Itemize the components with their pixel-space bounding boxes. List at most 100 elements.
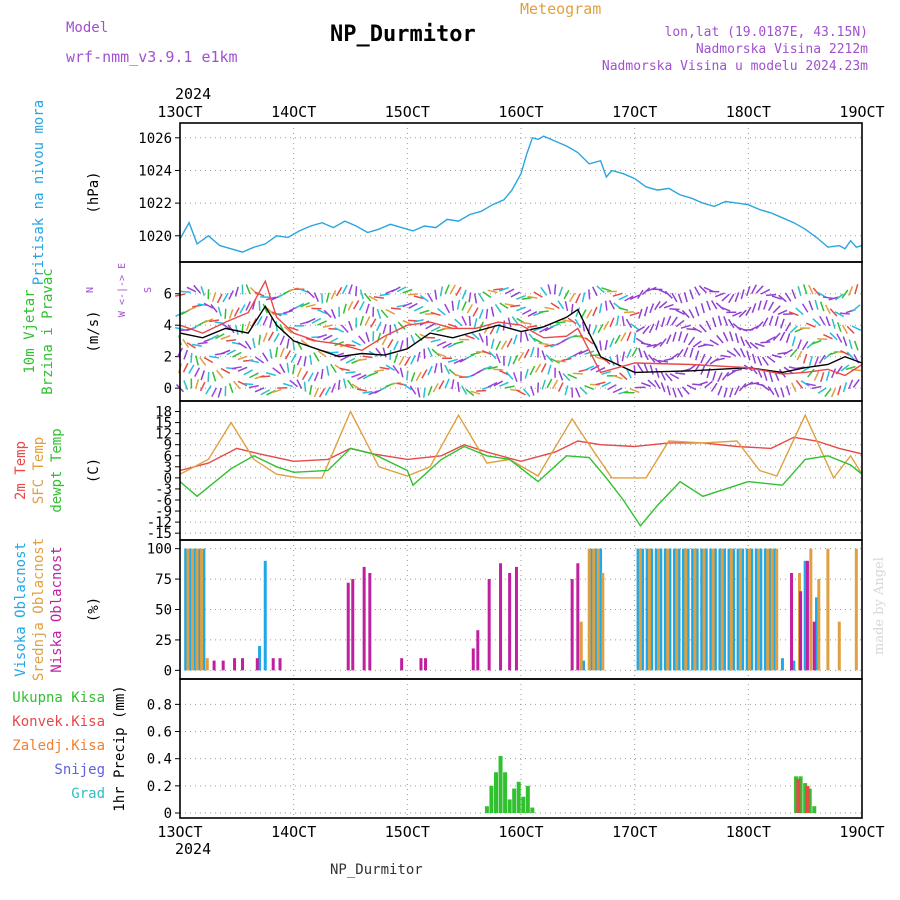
wind-arrow bbox=[675, 319, 685, 328]
wind-arrow bbox=[757, 356, 763, 366]
wind-arrow bbox=[669, 352, 679, 360]
bar-cloud_low bbox=[241, 658, 245, 671]
wind-arrow bbox=[584, 365, 595, 371]
bar-cloud_low bbox=[221, 660, 225, 671]
wind-arrow bbox=[324, 386, 331, 396]
bar-cloud_low bbox=[362, 566, 366, 671]
wind-arrow bbox=[471, 332, 480, 341]
wind-arrow bbox=[726, 350, 736, 357]
bar-cloud_mid bbox=[757, 548, 761, 671]
bar-cloud_mid bbox=[579, 621, 583, 671]
wind-arrow bbox=[296, 367, 303, 378]
bar-cloud_mid bbox=[684, 548, 688, 671]
wind-arrow bbox=[558, 286, 564, 297]
wind-arrow bbox=[473, 318, 478, 329]
wind-arrow bbox=[464, 334, 475, 340]
wind-arrow bbox=[516, 389, 526, 396]
bar-cloud_high bbox=[792, 660, 796, 671]
wind-arrow bbox=[592, 286, 598, 297]
x-tick-label-top: 18OCT bbox=[726, 103, 771, 121]
y-tick-label: 0 bbox=[164, 471, 172, 487]
bar-cloud_mid bbox=[747, 548, 751, 671]
wind-arrow bbox=[468, 292, 472, 303]
wind-arrow bbox=[567, 317, 577, 325]
wind-arrow bbox=[519, 331, 523, 342]
legend-label: Pritisak na nivou mora bbox=[31, 100, 47, 285]
wind-arrow bbox=[626, 331, 632, 342]
y-tick-label: 15 bbox=[155, 416, 172, 432]
wind-arrow bbox=[379, 293, 390, 297]
wind-arrow bbox=[228, 309, 234, 319]
wind-arrow bbox=[780, 318, 785, 329]
wind-arrow bbox=[283, 326, 293, 334]
wind-arrow bbox=[834, 293, 844, 301]
legend-label: 10m Vjetar bbox=[22, 289, 38, 373]
wind-arrow bbox=[750, 365, 758, 375]
wind-arrow bbox=[433, 363, 438, 374]
wind-arrow bbox=[641, 287, 651, 296]
wind-arrow bbox=[351, 339, 361, 346]
bar-cloud_mid bbox=[200, 548, 204, 671]
wind-arrow bbox=[823, 333, 833, 340]
wind-arrow bbox=[807, 284, 814, 295]
y-tick-label: 6 bbox=[164, 287, 172, 303]
wind-arrow bbox=[258, 300, 261, 311]
wind-arrow bbox=[200, 370, 206, 381]
wind-arrow bbox=[795, 307, 804, 316]
wind-arrow bbox=[710, 382, 718, 392]
wind-arrow bbox=[812, 318, 821, 327]
legend-label: Zaledj.Kisa bbox=[12, 738, 105, 754]
wind-arrow bbox=[318, 388, 326, 398]
wind-arrow bbox=[658, 359, 669, 363]
wind-arrow bbox=[846, 325, 855, 334]
bar-cloud_high bbox=[202, 548, 206, 671]
wind-arrow bbox=[224, 308, 227, 319]
wind-arrow bbox=[273, 332, 280, 343]
wind-arrow bbox=[800, 366, 810, 374]
wind-arrow bbox=[564, 385, 569, 396]
wind-arrow bbox=[761, 356, 769, 366]
wind-arrow bbox=[193, 284, 201, 294]
wind-arrow bbox=[478, 332, 484, 343]
wind-arrow bbox=[624, 295, 634, 302]
wind-arrow bbox=[292, 364, 296, 375]
wind-arrow bbox=[485, 308, 489, 319]
bar-cloud_low bbox=[487, 579, 491, 671]
wind-arrow bbox=[499, 369, 509, 376]
wind-arrow bbox=[359, 315, 365, 326]
wind-arrow bbox=[654, 379, 661, 390]
wind-arrow bbox=[544, 306, 555, 311]
bar-cloud_low bbox=[471, 648, 475, 671]
wind-arrow bbox=[305, 317, 316, 324]
bar-cloud_high bbox=[713, 548, 717, 671]
wind-arrow bbox=[456, 299, 461, 310]
wind-arrow bbox=[487, 381, 498, 388]
y-tick-label: 12 bbox=[155, 427, 172, 443]
wind-arrow bbox=[740, 289, 745, 300]
wind-arrow bbox=[784, 292, 792, 302]
wind-arrow bbox=[533, 291, 543, 298]
wind-arrow bbox=[451, 300, 455, 311]
wind-arrow bbox=[271, 388, 282, 394]
wind-arrow bbox=[797, 339, 802, 350]
wind-arrow bbox=[220, 322, 231, 330]
bar-cloud_mid bbox=[601, 572, 605, 671]
wind-arrow bbox=[530, 347, 535, 358]
compass-south: S bbox=[143, 287, 154, 293]
wind-arrow bbox=[612, 374, 623, 380]
wind-arrow bbox=[399, 340, 404, 351]
wind-arrow bbox=[538, 326, 549, 333]
bar-cloud_mid bbox=[738, 548, 742, 671]
wind-arrow bbox=[269, 348, 273, 359]
wind-arrow bbox=[423, 348, 426, 359]
bar-cloud_high bbox=[815, 597, 819, 671]
bar-cloud_low bbox=[368, 572, 372, 671]
wind-arrow bbox=[358, 301, 365, 311]
wind-arrow bbox=[345, 371, 356, 374]
bar-cloud_high bbox=[582, 660, 586, 671]
wind-arrow bbox=[801, 340, 809, 351]
bar-cloud_high bbox=[663, 548, 667, 671]
wind-arrow bbox=[487, 289, 498, 294]
wind-arrow bbox=[704, 380, 713, 389]
compass-legend: N W <-|-> E S bbox=[85, 263, 154, 317]
